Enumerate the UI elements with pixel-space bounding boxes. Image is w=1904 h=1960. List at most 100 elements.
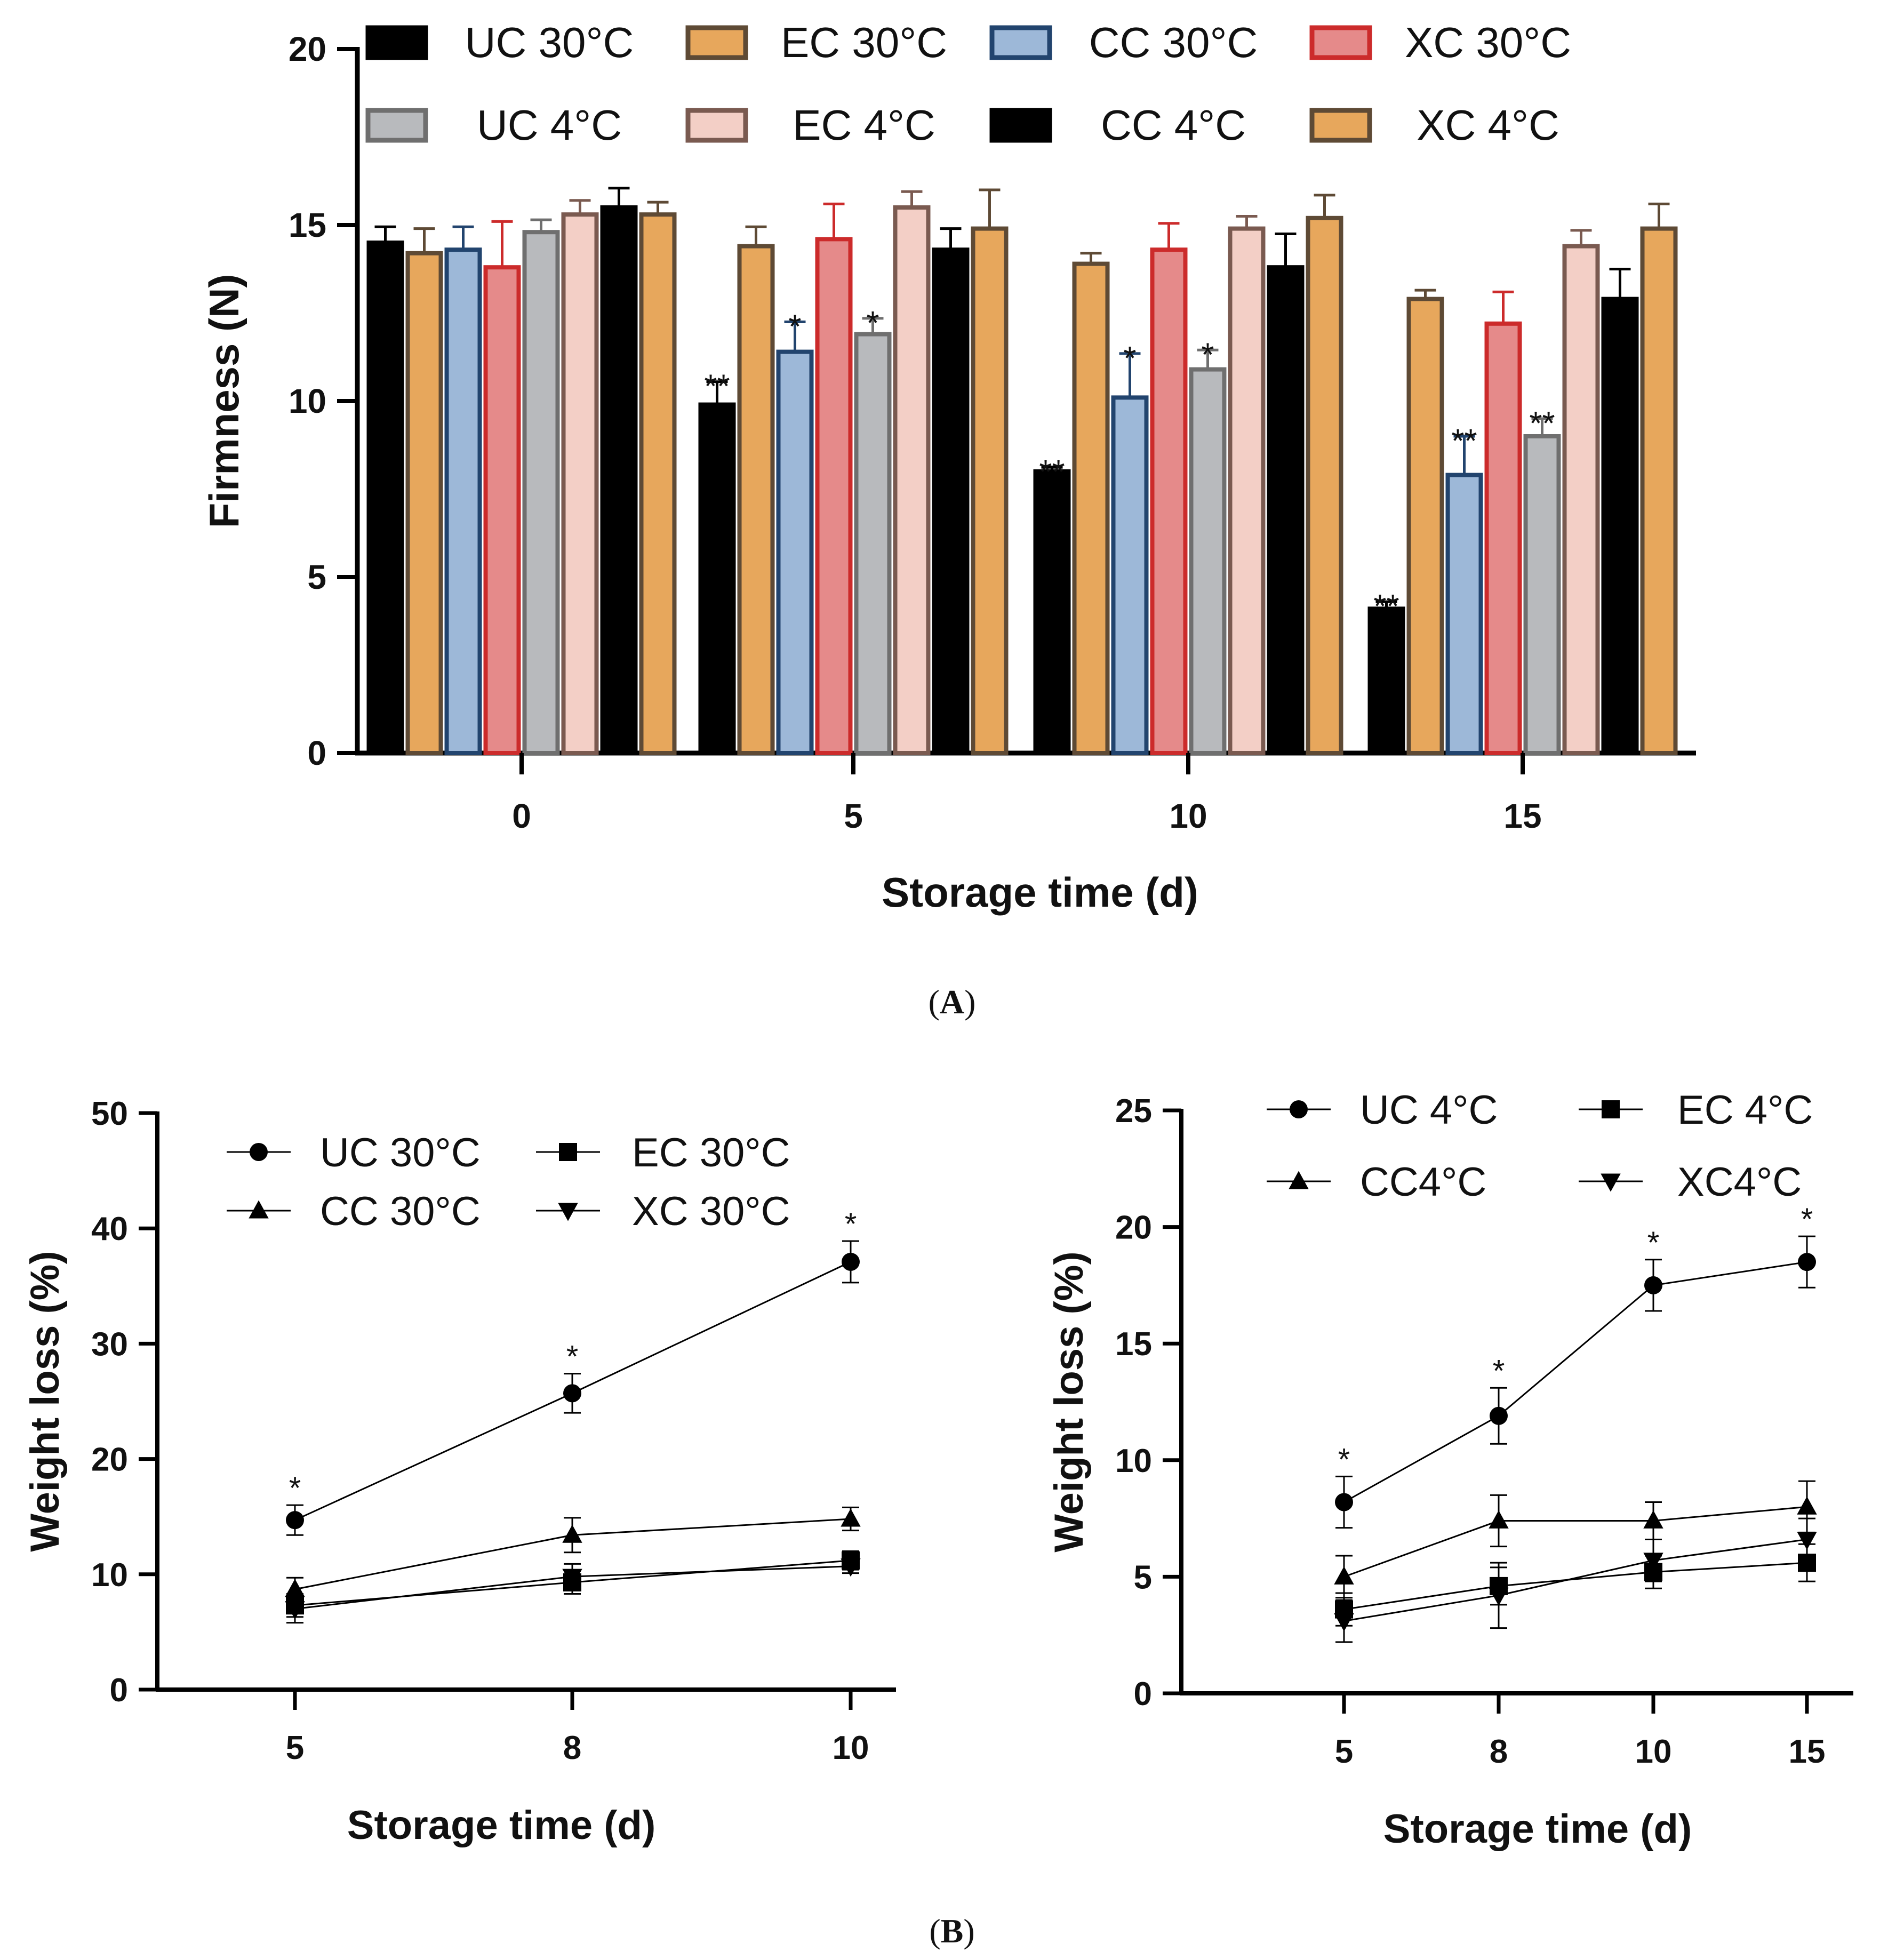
significance-label: * [845,1207,857,1242]
significance-label: ** [1451,423,1477,460]
legend-swatch-xc-30c [1309,25,1372,60]
significance-label: ** [704,369,730,405]
bar-cc-4c-day-5 [932,247,970,755]
significance-label: ** [1529,405,1555,442]
y-tick-label: 0 [1134,1676,1152,1713]
legend-marker-xc-30c [558,1203,578,1221]
legend-swatch-cc-30c [989,25,1052,60]
bar-uc-4c-day-10 [1189,367,1227,755]
y-tick-label: 40 [91,1211,128,1247]
y-tick-label: 0 [110,1672,128,1709]
bar-xc-4c-day-0 [639,212,677,755]
significance-label: * [1493,1354,1505,1388]
data-point-cc-30c [285,1579,305,1597]
data-point-xc4c [1334,1613,1354,1632]
y-tick-label: 10 [91,1557,128,1594]
y-tick-label: 5 [307,558,326,596]
legend-swatch-xc-4c [1309,108,1372,143]
data-point-uc-4c [1798,1253,1816,1271]
y-tick-label: 0 [307,734,326,772]
legend-label-xc-4c: XC 4°C [1417,101,1559,149]
data-point-xc4c [1489,1587,1509,1606]
data-point-uc-30c [563,1384,581,1403]
bar-uc-4c-day-5 [854,332,892,755]
y-axis-title: Weight loss (%) [22,1251,68,1551]
significance-label: * [1338,1442,1350,1477]
legend-marker-uc-30c [250,1143,268,1161]
bar-ec-4c-day-15 [1562,244,1600,756]
weight-loss-4c-line-chart: 0 5 10 15 20 25 5 8 10 15 * * * * Storage time (d) Weig… [1046,1087,1853,1852]
legend-marker-cc4c [1289,1171,1309,1189]
x-tick-label: 5 [286,1730,304,1766]
y-tick-label: 15 [1115,1326,1152,1363]
bar-ec-4c-day-0 [561,212,599,755]
x-axis-title: Storage time (d) [1383,1806,1692,1852]
legend-label-ec-4c: EC 4°C [793,101,935,149]
legend-label-xc-30c: XC 30°C [632,1189,790,1234]
bar-uc-30c-day-5 [698,402,736,755]
x-tick-label: 0 [512,797,531,835]
legend-label-uc-4c: UC 4°C [1360,1087,1498,1133]
data-point-xc4c [1797,1531,1817,1550]
x-tick-label: 10 [1635,1733,1672,1770]
legend-label-ec-30c: EC 30°C [632,1130,790,1175]
legend-label-xc4c: XC4°C [1677,1159,1802,1205]
legend-marker-cc-30c [249,1200,269,1219]
bar-uc-30c-day-15 [1367,606,1405,756]
bar-cc-4c-day-0 [600,205,638,755]
legend-label-cc-30c: CC 30°C [320,1189,481,1234]
legend-swatch-uc-4c [365,108,428,143]
data-point-uc-4c [1644,1276,1662,1294]
y-tick-label: 25 [1115,1093,1152,1130]
x-axis-title: Storage time (d) [347,1803,656,1848]
bar-cc-30c-day-15 [1445,473,1483,755]
y-tick-label: 20 [1115,1210,1152,1246]
legend-marker-ec-4c [1602,1100,1620,1118]
bar-ec-30c-day-15 [1406,297,1444,755]
bar-cc-30c-day-0 [444,247,482,755]
bar-uc-4c-day-15 [1523,434,1561,755]
legend-label-ec-4c: EC 4°C [1677,1087,1813,1133]
legend-marker-ec-30c [559,1143,577,1161]
significance-label: * [1647,1226,1660,1260]
data-point-cc4c [1797,1496,1817,1515]
x-tick-label: 8 [1490,1733,1508,1770]
data-point-uc-4c [1490,1406,1508,1425]
panel-label-a: (A) [929,983,976,1021]
bar-xc-30c-day-0 [483,265,521,755]
x-tick-label: 5 [1335,1733,1353,1770]
legend-label-cc4c: CC4°C [1360,1159,1486,1205]
y-tick-label: 50 [91,1095,128,1132]
y-axis-title: Firmness (N) [201,274,247,529]
legend-swatch-cc-4c [989,108,1052,143]
significance-label: * [566,1340,579,1374]
x-tick-label: 10 [833,1730,869,1766]
bar-ec-4c-day-10 [1228,226,1266,756]
data-point-cc4c [1643,1510,1663,1529]
legend-label-uc-30c: UC 30°C [465,19,634,66]
data-point-xc4c [1643,1553,1663,1571]
y-tick-label: 30 [91,1326,128,1363]
legend-label-uc-4c: UC 4°C [477,101,622,149]
legend-swatch-uc-30c [365,25,428,60]
y-tick-label: 20 [289,30,326,68]
legend-label-xc-30c: XC 30°C [1405,19,1571,66]
bar-ec-30c-day-10 [1072,261,1110,756]
significance-label: * [289,1471,301,1506]
data-point-cc4c [1489,1510,1509,1529]
y-tick-label: 10 [1115,1443,1152,1479]
data-point-cc-30c [562,1524,582,1543]
y-tick-label: 5 [1134,1559,1152,1596]
legend-label-uc-30c: UC 30°C [320,1130,481,1175]
data-point-cc4c [1334,1566,1354,1585]
legend-marker-xc4c [1601,1173,1621,1192]
bar-uc-30c-day-10 [1033,469,1071,755]
significance-label: * [866,305,879,342]
data-point-xc-30c [841,1558,861,1577]
bar-xc-30c-day-10 [1150,247,1188,755]
bar-xc-30c-day-5 [815,237,853,755]
bar-ec-4c-day-5 [893,205,931,755]
significance-label: * [788,309,801,346]
significance-label: * [1801,1202,1813,1237]
